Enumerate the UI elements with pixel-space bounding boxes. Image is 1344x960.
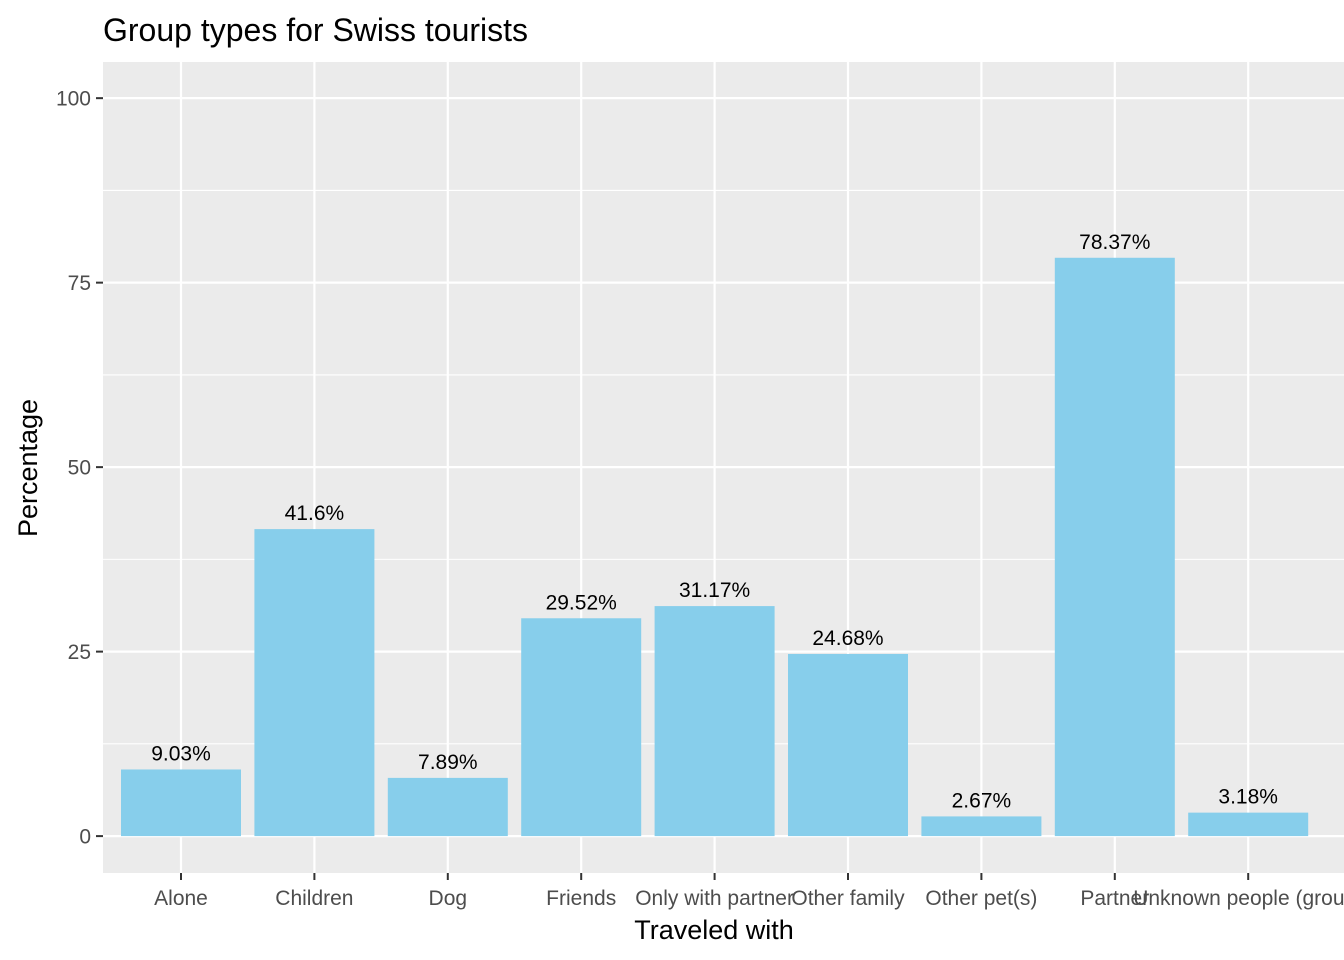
bar — [521, 618, 642, 837]
x-tick-label: Other family — [791, 887, 905, 910]
x-axis: Alone Children Dog Friends Only with partner… — [154, 873, 1344, 910]
y-tick-label: 100 — [56, 88, 91, 111]
bars — [121, 257, 1309, 837]
bar — [254, 529, 375, 837]
bar-value-label: 9.03% — [151, 742, 211, 765]
bar — [788, 653, 908, 837]
bar-value-label: 3.18% — [1218, 786, 1278, 809]
y-axis-title: Percentage — [13, 399, 43, 537]
bar-value-label: 2.67% — [952, 789, 1012, 812]
x-axis-title: Traveled with — [634, 915, 794, 945]
bar — [387, 777, 508, 837]
x-tick-label: Friends — [546, 887, 616, 910]
x-tick-label: Partner — [1080, 887, 1149, 910]
bar-value-label: 78.37% — [1079, 231, 1150, 254]
bar — [121, 769, 241, 837]
x-tick-label: Dog — [429, 887, 468, 910]
y-tick-label: 25 — [68, 641, 91, 664]
bar-value-label: 24.68% — [812, 627, 883, 650]
bar — [1188, 812, 1309, 837]
bar — [654, 606, 775, 837]
bar — [921, 816, 1042, 837]
bar — [1054, 257, 1175, 837]
chart-title: Group types for Swiss tourists — [103, 12, 528, 48]
x-tick-label: Other pet(s) — [925, 887, 1037, 910]
y-axis: 0 25 50 75 100 — [56, 88, 103, 849]
y-tick-label: 0 — [79, 826, 91, 849]
x-tick-label: Unknown people (group) — [1133, 887, 1344, 910]
bar-value-label: 31.17% — [679, 579, 750, 602]
x-tick-label: Only with partner — [635, 887, 794, 910]
bar-value-label: 29.52% — [546, 591, 617, 614]
y-tick-label: 50 — [68, 457, 91, 480]
data-labels: 9.03% 41.6% 7.89% 29.52% 31.17% 24.68% 2.67% 78… — [151, 231, 1278, 813]
x-tick-label: Alone — [154, 887, 208, 910]
bar-value-label: 7.89% — [418, 751, 478, 774]
y-tick-label: 75 — [68, 272, 91, 295]
bar-value-label: 41.6% — [285, 502, 345, 525]
x-tick-label: Children — [275, 887, 353, 910]
